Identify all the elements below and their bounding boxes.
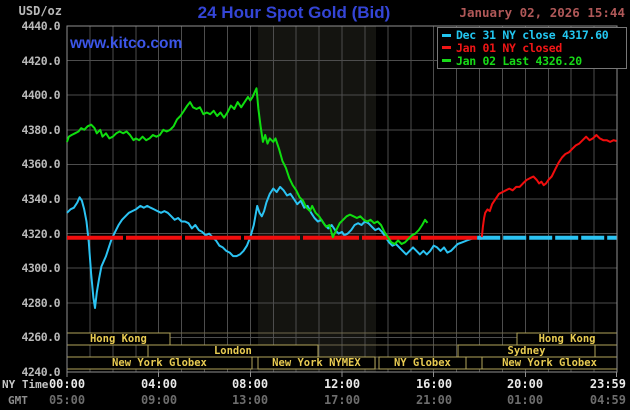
session-box-label: New York NYMEX <box>272 358 361 369</box>
x-tick-gmt-label: 09:00 <box>140 393 178 407</box>
y-tick-label: 4320.0 <box>21 227 60 241</box>
legend-row: Jan 02 Last 4326.20 <box>438 53 626 68</box>
y-tick-label: 4280.0 <box>21 296 60 310</box>
y-tick-label: 4300.0 <box>21 261 60 275</box>
x-tick-gmt-label: 17:00 <box>323 393 361 407</box>
price-unit-label: USD/oz <box>18 4 62 18</box>
session-box-label: Hong Kong <box>538 334 596 345</box>
x-tick-gmt-label: 01:00 <box>506 393 544 407</box>
x-tick-ny-label: 04:00 <box>140 377 178 391</box>
x-tick-ny-label: 08:00 <box>231 377 269 391</box>
y-tick-label: 4240.0 <box>21 365 60 379</box>
legend: Dec 31 NY close 4317.60 Jan 01 NY closed J… <box>437 27 627 69</box>
session-box-label: New York Globex <box>112 358 207 369</box>
x-axis-ny-label: NY Time <box>2 378 49 391</box>
y-tick-label: 4440.0 <box>21 19 60 33</box>
session-box <box>465 356 483 370</box>
y-tick-label: 4260.0 <box>21 330 60 344</box>
session-box <box>257 356 376 370</box>
chart-title: 24 Hour Spot Gold (Bid) <box>197 3 391 22</box>
series-dec-31-spot-intraday- <box>66 185 478 309</box>
y-tick-label: 4380.0 <box>21 123 60 137</box>
x-tick-gmt-label: 21:00 <box>415 393 453 407</box>
x-axis-gmt-label: GMT <box>8 394 28 407</box>
legend-label: Jan 02 Last 4326.20 <box>456 53 582 68</box>
y-tick-label: 4420.0 <box>21 54 60 68</box>
legend-label: Jan 01 NY closed <box>456 40 562 55</box>
x-tick-gmt-label: 05:00 <box>48 393 86 407</box>
legend-marker <box>442 33 451 37</box>
legend-row: Dec 31 NY close 4317.60 <box>438 28 626 43</box>
session-box-label: New York Globex <box>502 358 597 369</box>
session-box-label: Sydney <box>507 346 546 357</box>
x-tick-ny-label: 12:00 <box>323 377 361 391</box>
session-box-label: London <box>213 346 252 357</box>
x-tick-ny-label: 00:00 <box>48 377 86 391</box>
legend-marker <box>442 46 451 50</box>
legend-label: Dec 31 NY close 4317.60 <box>456 28 609 43</box>
x-tick-gmt-label: 13:00 <box>231 393 269 407</box>
session-box-label: NY Globex <box>393 358 451 369</box>
session-box-label: Hong Kong <box>89 334 147 345</box>
legend-marker <box>442 59 451 63</box>
series-jan-02-spot-current-day- <box>66 87 429 245</box>
x-tick-gmt-label: 04:59 <box>589 393 626 407</box>
x-tick-ny-label: 23:59 <box>589 377 626 391</box>
x-tick-ny-label: 16:00 <box>415 377 453 391</box>
x-tick-ny-label: 20:00 <box>506 377 544 391</box>
y-tick-label: 4400.0 <box>21 88 60 102</box>
legend-row: Jan 01 NY closed <box>438 40 626 55</box>
y-tick-label: 4360.0 <box>21 157 60 171</box>
y-tick-label: 4340.0 <box>21 192 60 206</box>
chart-datetime: January 02, 2026 15:44 <box>459 5 625 20</box>
kitco-watermark-link[interactable]: www.kitco.com <box>70 35 183 52</box>
series-jan-01-evening-reopen <box>480 134 617 238</box>
